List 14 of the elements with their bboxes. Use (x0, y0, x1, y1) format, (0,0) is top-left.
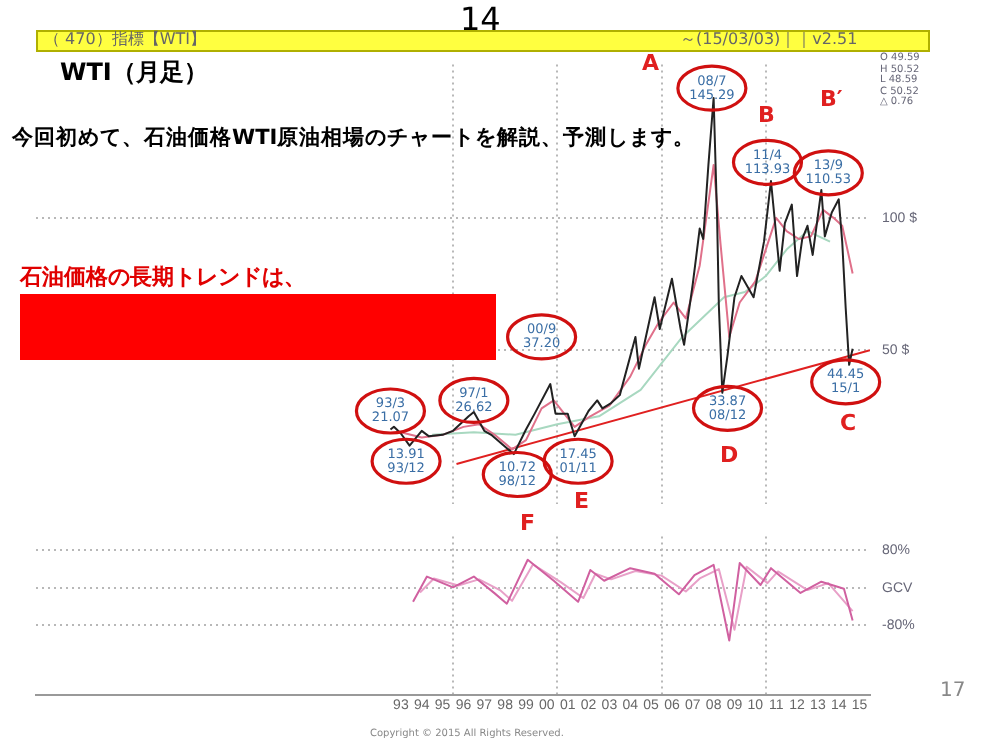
annotation: E (574, 488, 590, 514)
text: （ 470）指標【WTI】 (44, 30, 206, 50)
annotation: B (758, 102, 775, 128)
text: 今回初めて、石油価格WTI原油相場のチャートを解説、予測します。 (12, 124, 696, 152)
annotation: A (642, 50, 660, 76)
text: 17 (940, 680, 966, 702)
annotation: 石油価格の長期トレンドは、 (20, 262, 306, 292)
chart-title: WTI（月足） (60, 56, 208, 90)
annotation: B′ (820, 86, 843, 112)
annotation: D (720, 442, 739, 468)
annotation: C (840, 410, 857, 436)
text: 14 (460, 0, 501, 38)
text: F (520, 510, 536, 536)
text: ～(15/03/03)｜｜v2.51 (680, 30, 858, 50)
